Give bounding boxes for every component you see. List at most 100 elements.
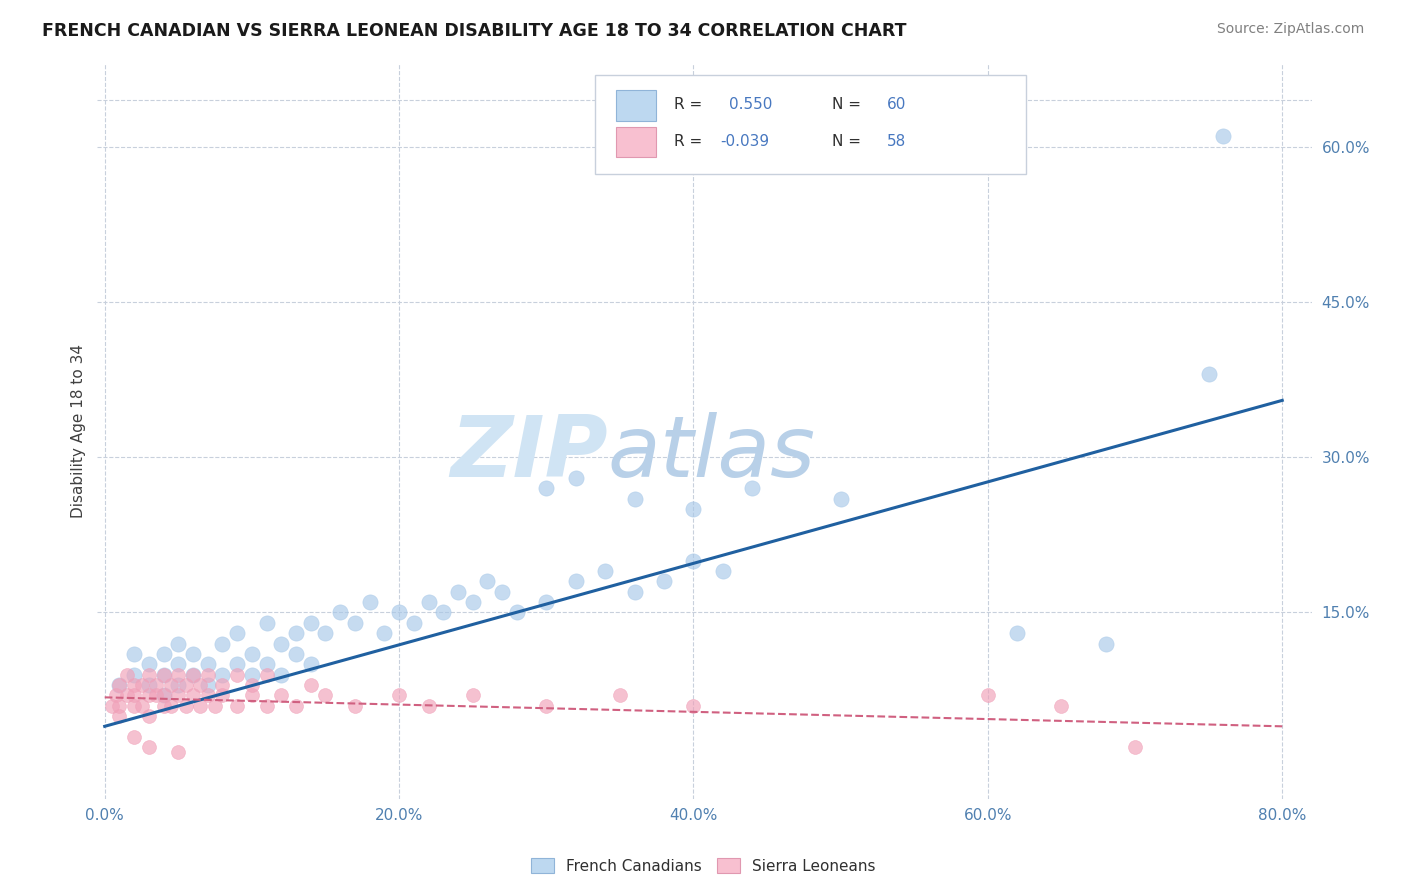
Point	[152, 647, 174, 661]
Point	[270, 667, 292, 681]
Point	[343, 615, 366, 630]
Point	[652, 574, 675, 589]
Point	[536, 698, 558, 713]
Point	[211, 688, 233, 702]
Point	[609, 688, 631, 702]
Point	[160, 678, 183, 692]
FancyBboxPatch shape	[616, 127, 657, 157]
Point	[270, 636, 292, 650]
Point	[536, 481, 558, 495]
Point	[131, 698, 153, 713]
Text: N =: N =	[832, 134, 860, 149]
Point	[167, 688, 190, 702]
Point	[240, 647, 263, 661]
Point	[506, 606, 529, 620]
Y-axis label: Disability Age 18 to 34: Disability Age 18 to 34	[72, 344, 86, 518]
Point	[623, 584, 645, 599]
Point	[138, 709, 160, 723]
Text: atlas: atlas	[607, 412, 815, 495]
Point	[373, 626, 395, 640]
Point	[564, 574, 586, 589]
Point	[299, 678, 322, 692]
Point	[256, 698, 278, 713]
Point	[270, 688, 292, 702]
Point	[138, 667, 160, 681]
Point	[197, 667, 219, 681]
Point	[240, 678, 263, 692]
Point	[477, 574, 499, 589]
Point	[174, 698, 197, 713]
Point	[682, 554, 704, 568]
Point	[197, 688, 219, 702]
Text: R =: R =	[673, 97, 703, 112]
Point	[1094, 636, 1116, 650]
Point	[115, 688, 138, 702]
Text: 58: 58	[887, 134, 905, 149]
Point	[181, 647, 204, 661]
Legend: French Canadians, Sierra Leoneans: French Canadians, Sierra Leoneans	[524, 852, 882, 880]
Point	[167, 667, 190, 681]
Point	[741, 481, 763, 495]
Point	[138, 678, 160, 692]
Point	[285, 698, 308, 713]
Point	[160, 698, 183, 713]
Text: FRENCH CANADIAN VS SIERRA LEONEAN DISABILITY AGE 18 TO 34 CORRELATION CHART: FRENCH CANADIAN VS SIERRA LEONEAN DISABI…	[42, 22, 907, 40]
Point	[977, 688, 1000, 702]
Point	[285, 647, 308, 661]
Point	[564, 471, 586, 485]
Point	[1123, 739, 1146, 754]
Point	[461, 595, 484, 609]
Point	[115, 667, 138, 681]
Point	[145, 688, 167, 702]
Point	[1198, 368, 1220, 382]
Point	[167, 636, 190, 650]
Text: N =: N =	[832, 97, 860, 112]
Text: R =: R =	[673, 134, 703, 149]
Point	[359, 595, 381, 609]
Point	[682, 698, 704, 713]
Point	[181, 688, 204, 702]
Point	[285, 626, 308, 640]
Point	[122, 678, 145, 692]
Point	[402, 615, 425, 630]
Point	[152, 667, 174, 681]
Point	[256, 667, 278, 681]
Point	[1050, 698, 1073, 713]
Point	[105, 688, 128, 702]
Text: Source: ZipAtlas.com: Source: ZipAtlas.com	[1216, 22, 1364, 37]
Point	[181, 667, 204, 681]
Point	[226, 698, 249, 713]
Point	[122, 667, 145, 681]
Point	[197, 657, 219, 672]
Point	[388, 688, 411, 702]
Point	[108, 678, 131, 692]
Point	[1007, 626, 1029, 640]
Point	[447, 584, 470, 599]
Point	[329, 606, 352, 620]
Point	[536, 595, 558, 609]
Text: -0.039: -0.039	[720, 134, 769, 149]
Point	[418, 595, 440, 609]
Point	[152, 688, 174, 702]
Point	[167, 657, 190, 672]
Text: 60: 60	[887, 97, 905, 112]
Text: ZIP: ZIP	[450, 412, 607, 495]
Point	[138, 657, 160, 672]
Point	[197, 678, 219, 692]
Point	[240, 688, 263, 702]
Point	[299, 615, 322, 630]
Point	[152, 667, 174, 681]
Point	[152, 698, 174, 713]
Point	[623, 491, 645, 506]
Point	[138, 739, 160, 754]
Point	[131, 678, 153, 692]
Point	[315, 688, 337, 702]
Point	[256, 657, 278, 672]
Point	[122, 647, 145, 661]
Point	[315, 626, 337, 640]
Point	[122, 688, 145, 702]
Point	[122, 730, 145, 744]
Point	[190, 678, 212, 692]
FancyBboxPatch shape	[595, 75, 1026, 174]
Point	[190, 698, 212, 713]
